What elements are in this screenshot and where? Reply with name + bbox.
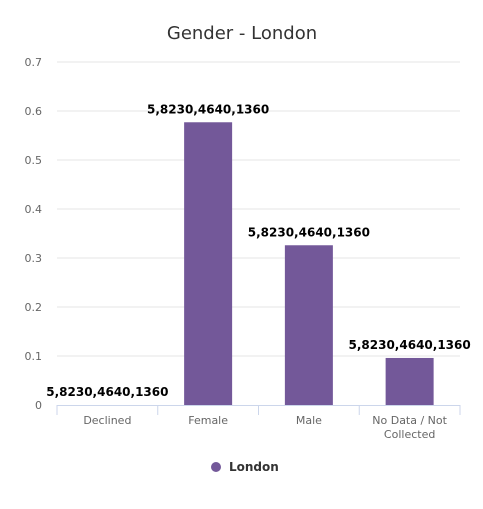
y-tick-label: 0.6 <box>25 105 43 118</box>
bar-male[interactable] <box>284 245 333 405</box>
data-label: 5,8230,4640,1360 <box>147 102 269 116</box>
data-label: 5,8230,4640,1360 <box>349 338 471 352</box>
bars <box>184 122 434 406</box>
data-label: 5,8230,4640,1360 <box>248 225 370 239</box>
y-tick-label: 0 <box>35 399 42 412</box>
y-tick-label: 0.2 <box>25 301 43 314</box>
data-label: 5,8230,4640,1360 <box>46 385 168 399</box>
y-tick-label: 0.5 <box>25 154 43 167</box>
chart-title: Gender - London <box>167 23 317 44</box>
y-axis-ticks: 0 0.1 0.2 0.3 0.4 0.5 0.6 0.7 <box>25 56 43 412</box>
y-tick-label: 0.1 <box>25 350 43 363</box>
x-tick-label: No Data / Not Collected <box>372 414 447 441</box>
bar-no-data-not-collected[interactable] <box>385 357 434 405</box>
y-tick-label: 0.7 <box>25 56 43 69</box>
bar-female[interactable] <box>184 122 233 406</box>
legend-label[interactable]: London <box>229 460 279 474</box>
y-tick-label: 0.3 <box>25 252 43 265</box>
data-labels: 5,8230,4640,1360 5,8230,4640,1360 5,8230,4… <box>46 102 470 399</box>
x-tick-label: Declined <box>83 414 131 427</box>
y-tick-label: 0.4 <box>25 203 43 216</box>
gridlines <box>57 61 460 357</box>
x-tick-label: Male <box>296 414 322 427</box>
x-axis: Declined Female Male No Data / Not Collected <box>56 405 461 441</box>
legend-marker <box>211 462 221 472</box>
x-tick-label: Female <box>188 414 228 427</box>
legend[interactable]: London <box>211 460 279 474</box>
